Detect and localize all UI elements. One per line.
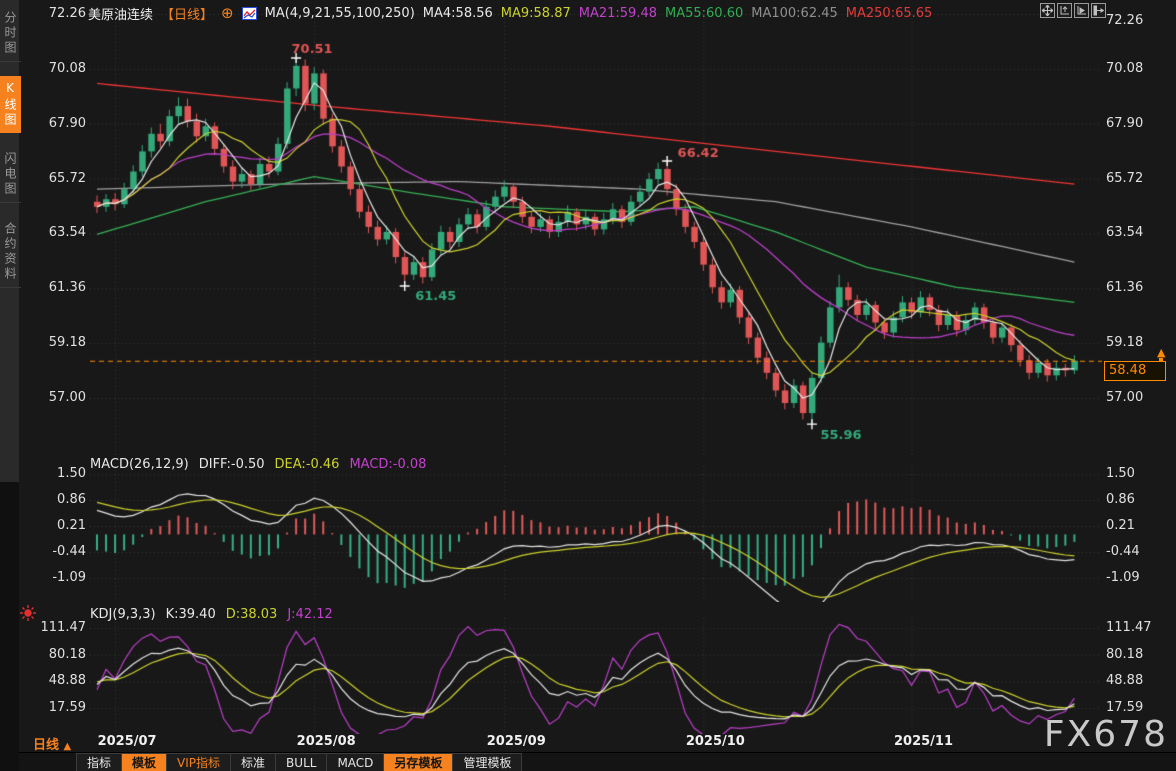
axis-tick: 63.54 [1106,225,1144,241]
x-axis-row: 日线 ▲ 2025/07 2025/08 2025/09 2025/10 2025/11 [0,733,1176,753]
macd-macd-value: MACD:-0.08 [349,456,427,472]
chart-toolbar-icons [1040,3,1106,18]
axis-tick: 67.90 [1106,115,1144,131]
axis-tick: 80.18 [48,646,86,662]
zoom-out-axis-icon[interactable] [1057,3,1072,18]
tab-indicators[interactable]: 指标 [76,753,123,771]
period-tag: 【日线】 [161,7,214,23]
axis-tick: 61.36 [48,280,86,296]
x-axis-label: 2025/10 [685,734,745,749]
shift-right-icon[interactable] [1091,3,1106,18]
axis-tick: 57.00 [1106,390,1144,405]
macd-diff-value: DIFF:-0.50 [198,456,265,472]
axis-tick: -1.09 [52,570,86,585]
watermark: FX678 [1043,714,1168,755]
x-axis-label: 2025/11 [893,734,954,749]
axis-tick: 72.26 [48,6,86,21]
macd-header: MACD(26,12,9) DIFF:-0.50 DEA:-0.46 MACD:… [90,456,426,472]
axis-tick: 0.21 [57,518,86,533]
axis-tick: -0.44 [1106,544,1140,559]
ma100-value: MA100:62.45 [751,5,838,21]
period-up-arrow-icon: ▲ [63,741,72,752]
kdj-header: KDJ(9,3,3) K:39.40 D:38.03 J:42.12 [90,606,333,622]
kdj-j-value: J:42.12 [287,606,333,622]
macd-chart-canvas[interactable] [90,466,1102,602]
axis-tick: 17.59 [48,699,86,715]
axis-tick: 48.88 [1106,673,1144,689]
period-selector[interactable]: 日线 ▲ [33,734,71,753]
sidebar-item-contract-info[interactable]: 合约资料 [0,217,21,288]
ma9-value: MA9:58.87 [500,5,571,21]
ma-settings-label: MA(4,9,21,55,100,250) [264,5,415,21]
kdj-settings-icon[interactable] [19,604,37,622]
axis-tick: -0.44 [52,544,86,559]
zoom-in-axis-icon[interactable] [1074,3,1089,18]
macd-dea-value: DEA:-0.46 [274,456,340,472]
axis-tick: 0.86 [1106,492,1135,507]
bottom-toolbar: 指标 模板 VIP指标 标准 BULL MACD 另存模板 管理模板 [0,752,1176,771]
ma55-value: MA55:60.60 [665,5,744,21]
sidebar: 分时图 K线图 闪电图 合约资料 [0,0,21,771]
kdj-k-value: K:39.40 [165,606,216,622]
axis-tick: 70.08 [48,60,86,76]
axis-tick: 17.59 [1106,699,1144,715]
axis-tick: 59.18 [48,335,86,351]
x-axis-label: 2025/08 [296,734,356,749]
period-selector-label: 日线 [33,738,60,753]
x-axis-label: 2025/07 [97,734,157,749]
axis-tick: 0.86 [57,492,86,507]
axis-tick: 57.00 [48,390,86,405]
tab-bull[interactable]: BULL [276,753,328,771]
kdj-d-value: D:38.03 [225,606,278,622]
sidebar-items: 分时图 K线图 闪电图 合约资料 [0,0,21,482]
chart-header: 美原油连续 【日线】 ⊕ MA(4,9,21,55,100,250) MA4:5… [88,4,933,23]
tab-standard[interactable]: 标准 [231,753,277,771]
axis-tick: 48.88 [48,673,86,689]
tab-vip-indicators[interactable]: VIP指标 [167,753,232,771]
ma21-value: MA21:59.48 [578,5,657,21]
symbol-title: 美原油连续 [88,7,154,23]
sidebar-item-time-chart[interactable]: 分时图 [0,6,21,62]
axis-tick: 65.72 [1106,170,1144,186]
axis-tick: 1.50 [1106,466,1135,482]
axis-tick: 72.26 [1106,13,1144,28]
price-up-arrow-icon: ▲ [1157,347,1165,362]
tab-save-template[interactable]: 另存模板 [384,753,454,771]
kdj-chart-canvas[interactable] [90,618,1102,734]
axis-tick: 1.50 [57,466,86,482]
x-axis-label: 2025/09 [486,734,546,749]
tab-template[interactable]: 模板 [122,753,168,771]
current-price-label: 58.48 [1104,361,1166,381]
pan-move-icon[interactable] [1040,3,1055,18]
axis-tick: 63.54 [48,225,86,241]
axis-tick: 70.08 [1106,60,1144,76]
axis-tick: 0.21 [1106,518,1135,533]
axis-tick: 111.47 [40,620,87,635]
ma250-value: MA250:65.65 [845,5,933,21]
mini-chart-icon [241,6,257,20]
axis-tick: 59.18 [1106,335,1144,351]
macd-title: MACD(26,12,9) [90,456,189,472]
sidebar-item-kline-chart[interactable]: K线图 [0,76,21,133]
axis-tick: 111.47 [1106,620,1152,635]
tab-macd[interactable]: MACD [327,753,385,771]
axis-tick: 61.36 [1106,280,1144,296]
axis-tick: 67.90 [48,115,86,131]
sidebar-item-flash-chart[interactable]: 闪电图 [0,147,21,203]
add-indicator-icon[interactable]: ⊕ [221,4,234,22]
axis-tick: -1.09 [1106,570,1140,585]
axis-tick: 80.18 [1106,646,1144,662]
tab-manage-template[interactable]: 管理模板 [453,753,523,771]
kdj-title: KDJ(9,3,3) [90,606,156,622]
ma4-value: MA4:58.56 [422,5,493,21]
main-chart-canvas[interactable] [90,10,1102,455]
axis-tick: 65.72 [48,170,86,186]
